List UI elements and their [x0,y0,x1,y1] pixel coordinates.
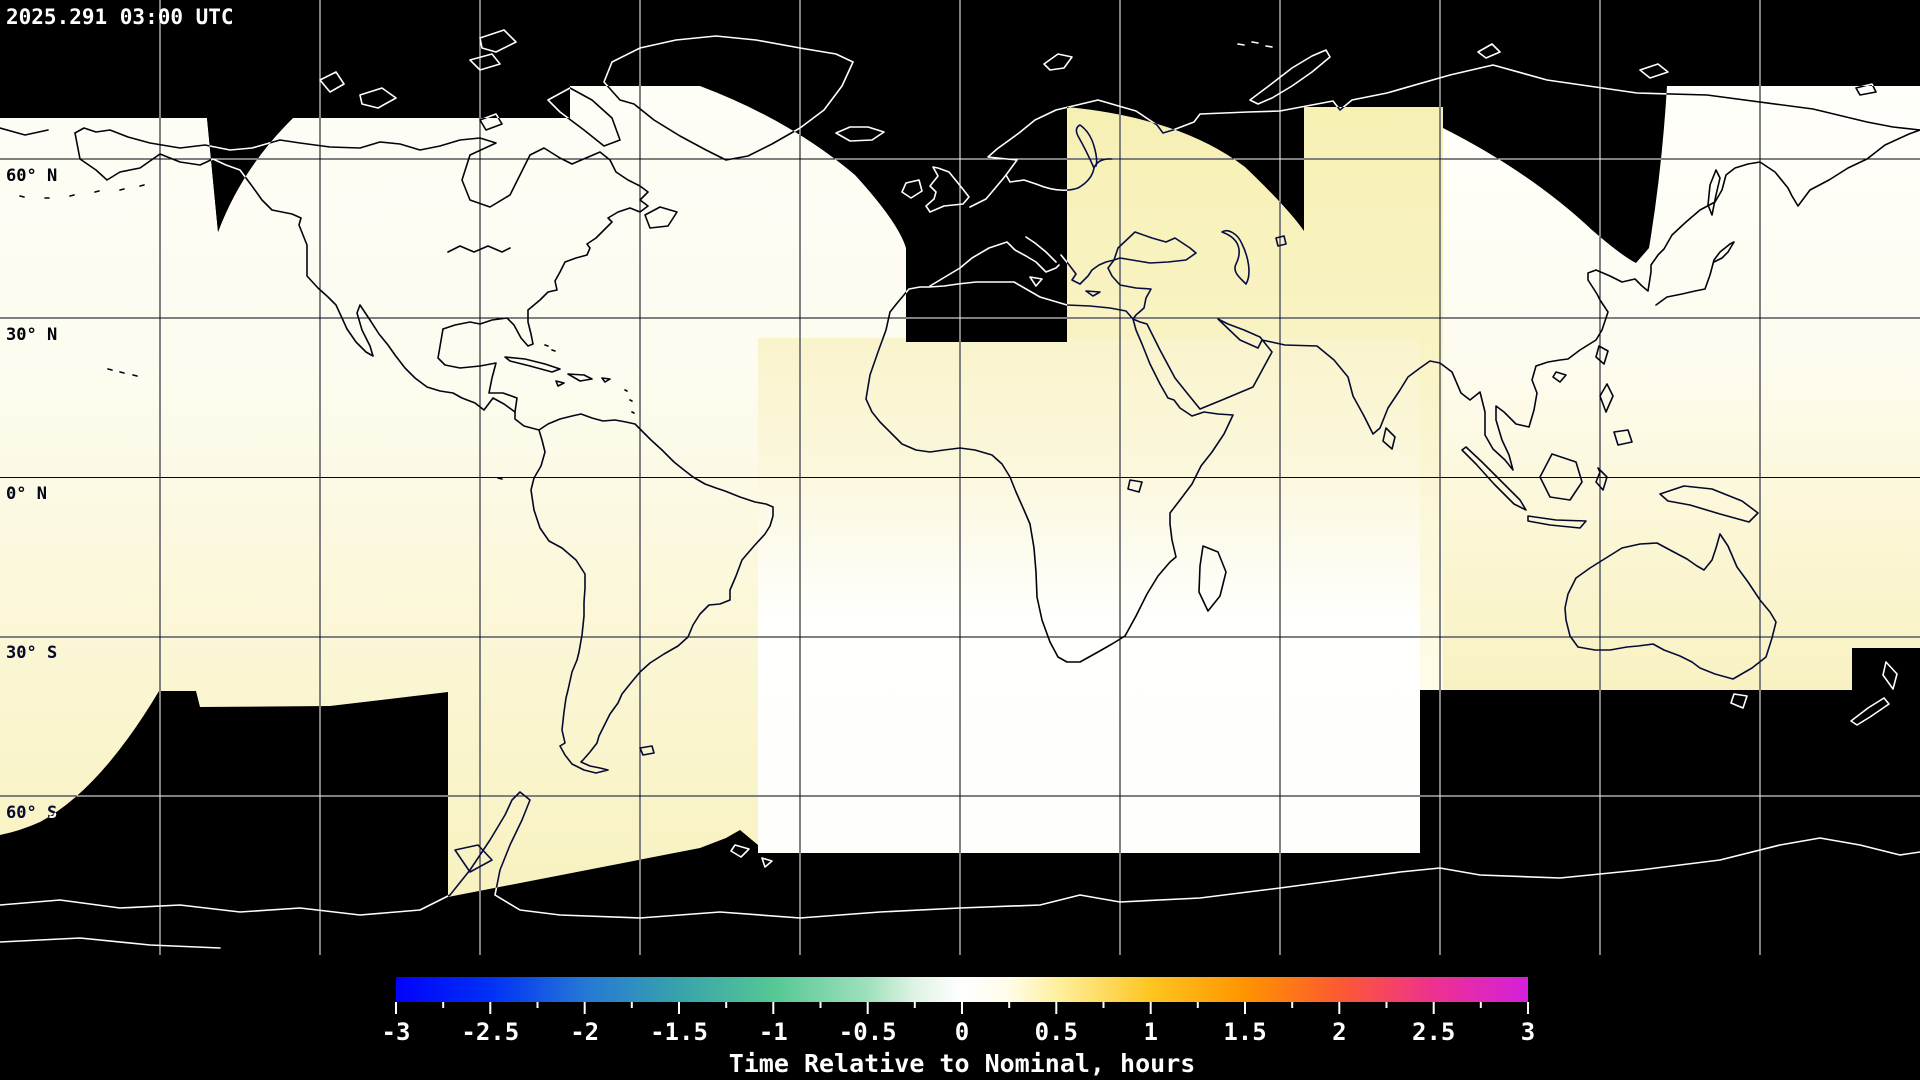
swath-gap-asia [1067,107,1304,231]
cbar-tick: 3 [1521,1018,1535,1046]
latitude-labels: 60° N 30° N 0° N 30° S 60° S [6,166,57,823]
graticule [0,0,1920,955]
timestamp: 2025.291 03:00 UTC [6,5,234,29]
swath-americas [0,86,906,897]
colorbar-tick-labels: -3 -2.5 -2 -1.5 -1 -0.5 0 0.5 1 1.5 2 2.… [382,1018,1536,1046]
cbar-tick: -2.5 [461,1018,519,1046]
lat-label-0n: 0° N [6,484,47,504]
colorbar-ticks [395,1002,1529,1014]
cbar-tick: -3 [382,1018,411,1046]
cbar-tick: 0.5 [1035,1018,1078,1046]
cbar-tick: 0 [955,1018,969,1046]
coastlines [0,29,1920,949]
swath-south-ocean-white [758,338,1420,853]
swath-east-pacific [1443,86,1920,690]
swath-gap-europe [906,0,1067,342]
colorbar: -3 -2.5 -2 -1.5 -1 -0.5 0 0.5 1 1.5 2 2.… [382,977,1536,1078]
cbar-tick: -2 [570,1018,599,1046]
cbar-tick: 1 [1143,1018,1157,1046]
cbar-tick: -1 [759,1018,788,1046]
colorbar-gradient [396,977,1528,1002]
lat-label-60s: 60° S [6,803,57,823]
swath-gap-northamerica [207,118,293,232]
lat-label-30s: 30° S [6,643,57,663]
cbar-tick: -1.5 [650,1018,708,1046]
map-overlay-lines: 2025.291 03:00 UTC 60° N 30° N 0° N 30° … [0,0,1920,955]
cbar-tick: -0.5 [839,1018,897,1046]
lat-label-30n: 30° N [6,325,57,345]
lat-label-60n: 60° N [6,166,57,186]
cbar-tick: 2.5 [1412,1018,1455,1046]
cbar-tick: 1.5 [1223,1018,1266,1046]
cbar-tick: 2 [1332,1018,1346,1046]
colorbar-title: Time Relative to Nominal, hours [729,1049,1196,1078]
